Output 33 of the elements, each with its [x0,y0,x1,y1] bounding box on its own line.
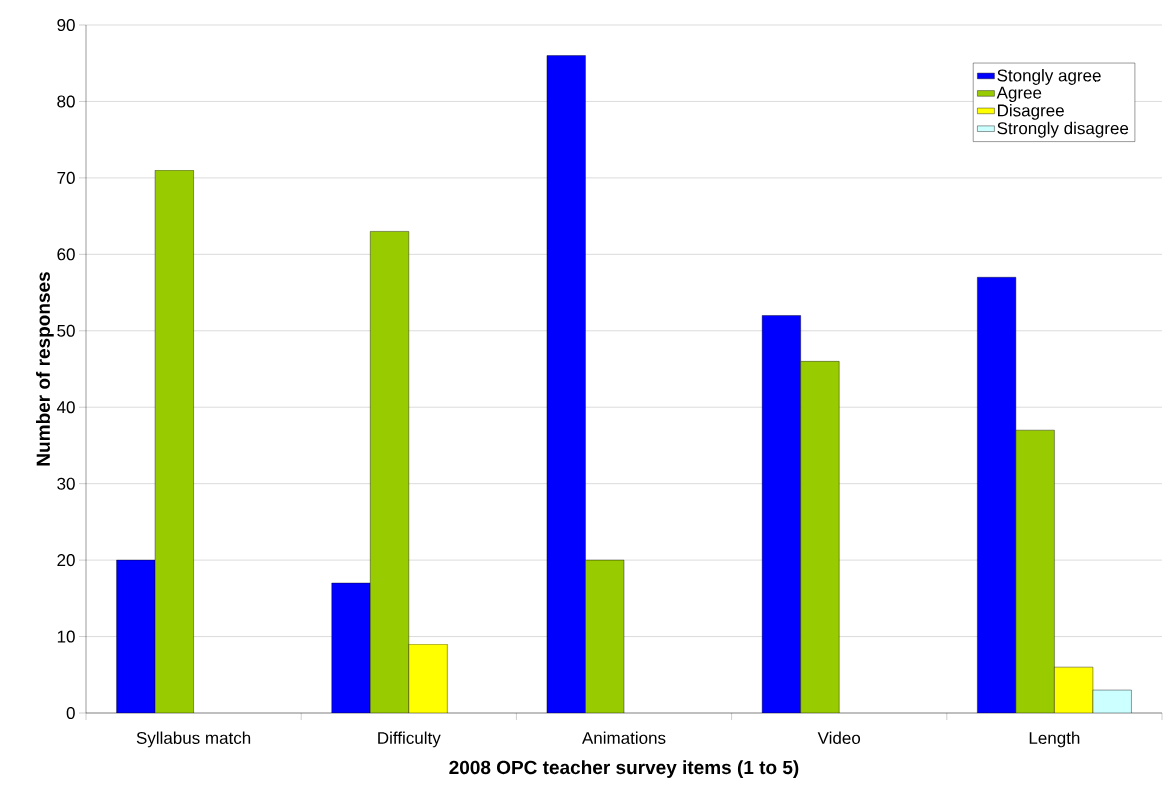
y-axis-title: Number of responses [36,272,54,466]
bar [408,644,448,713]
legend-label: Strongly disagree [997,121,1129,138]
bar [116,560,156,713]
legend-label: Stongly agree [997,69,1101,85]
x-tick-label: Syllabus match [136,731,251,748]
x-tick-label: Difficulty [378,731,441,748]
y-tick-label: 80 [57,95,75,108]
legend-label: Disagree [998,104,1064,120]
x-tick-label: Video [817,731,861,745]
bar [1054,666,1094,713]
x-axis-title: 2008 OPC teacher survey items (1 to 5) [449,760,799,778]
bar [762,315,801,713]
y-tick-label: 90 [57,18,75,32]
y-tick-label: 50 [57,324,75,337]
legend-label: Agree [996,86,1042,103]
bar [155,170,194,713]
bar [370,231,409,713]
bar [800,361,840,713]
bar [546,55,586,713]
bar [977,277,1017,713]
y-tick-label: 30 [57,477,75,490]
y-tick-label: 10 [57,630,75,643]
bar [331,583,371,713]
y-tick-label: 70 [57,171,75,184]
bar [1015,429,1055,713]
bar [585,560,624,713]
x-tick-label: Animations [581,731,666,745]
y-tick-label: 0 [66,706,75,720]
y-tick-label: 40 [56,401,75,414]
y-tick-label: 60 [57,248,75,261]
y-tick-label: 20 [57,554,75,567]
x-tick-label: Length [1029,731,1080,748]
